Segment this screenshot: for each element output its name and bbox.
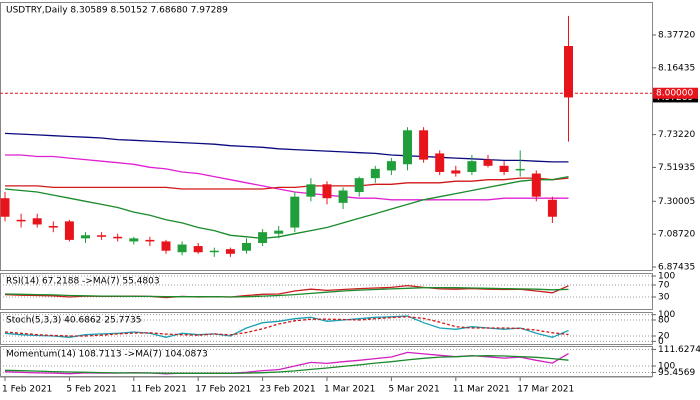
y-tick-label: 8.37720 <box>658 31 695 41</box>
candle-body <box>306 184 316 197</box>
panel-title: USDTRY,Daily 8.30589 8.50152 7.68680 7.9… <box>6 6 228 16</box>
candle-body <box>354 178 364 193</box>
y-tick-label: 7.51935 <box>658 163 695 173</box>
panel-frame <box>0 2 653 271</box>
candle-body <box>338 190 348 203</box>
indicator-line <box>5 154 569 201</box>
y-tick-label: 100 <box>658 272 675 282</box>
indicator-line <box>4 132 569 163</box>
candle-body <box>113 236 123 239</box>
candle-body <box>499 165 509 172</box>
indicator-line <box>4 316 569 337</box>
x-tick-label: 5 Feb 2021 <box>66 385 116 395</box>
x-tick-label: 17 Feb 2021 <box>195 385 251 395</box>
y-tick-label: 20 <box>658 332 670 342</box>
candle-body <box>16 219 26 222</box>
y-tick-label: 100 <box>658 310 675 320</box>
candle-body <box>177 244 187 253</box>
candle-body <box>209 250 219 253</box>
candle-body <box>193 246 203 253</box>
y-tick-label: 8.16435 <box>658 63 695 73</box>
indicator-line <box>4 355 569 374</box>
y-tick-label: 7.73220 <box>658 130 695 140</box>
panel-title: Momentum(14) 108.7113 ->MA(7) 104.0873 <box>6 350 208 360</box>
panel-title: Stoch(5,3,3) 40.6862 25.7735 <box>6 316 141 326</box>
x-tick-label: 17 Mar 2021 <box>517 385 574 395</box>
candle-body <box>81 235 90 239</box>
y-tick-label: 111.6274 <box>658 345 700 355</box>
candle-body <box>161 241 171 251</box>
candle-body <box>564 46 573 98</box>
candle-body <box>290 196 300 228</box>
candle-body <box>370 168 380 179</box>
candle-body <box>467 161 477 172</box>
x-tick-label: 1 Feb 2021 <box>2 385 52 395</box>
candle-body <box>242 242 251 251</box>
x-tick-label: 11 Mar 2021 <box>453 385 510 395</box>
reference-label: 8.00000 <box>656 89 693 99</box>
indicator-line <box>5 177 569 190</box>
panel-title: RSI(14) 67.2188 ->MA(7) 55.4803 <box>6 277 160 287</box>
panel-frame <box>0 273 653 310</box>
y-tick-label: 7.30005 <box>658 197 695 207</box>
candle-body <box>531 173 541 197</box>
y-tick-label: 6.87435 <box>658 263 695 273</box>
indicator-line <box>4 287 569 298</box>
candle-body <box>435 153 445 172</box>
candle-body <box>258 232 268 243</box>
y-tick-label: 80 <box>658 316 670 326</box>
y-tick-label: 95.4569 <box>658 368 695 378</box>
y-tick-label: 70 <box>658 281 670 291</box>
candle-body <box>515 168 525 171</box>
candle-body <box>451 170 461 174</box>
candle-body <box>322 184 332 199</box>
candle-body <box>0 198 10 217</box>
candle-body <box>419 130 429 160</box>
candle-body <box>64 221 74 240</box>
candle-body <box>386 161 396 171</box>
y-tick-label: 100 <box>658 362 675 372</box>
candle-body <box>129 238 139 242</box>
reference-label-box <box>653 87 698 99</box>
candle-body <box>403 130 412 165</box>
x-tick-label: 11 Feb 2021 <box>131 385 187 395</box>
indicator-line <box>4 315 569 338</box>
candle-body <box>483 159 493 166</box>
x-tick-label: 1 Mar 2021 <box>324 385 375 395</box>
candle-body <box>32 218 42 225</box>
x-tick-label: 23 Feb 2021 <box>260 385 316 395</box>
candle-body <box>274 230 284 234</box>
candle-body <box>145 239 155 242</box>
y-tick-label: 7.08720 <box>658 230 695 240</box>
panel-frame <box>0 312 653 345</box>
candle-body <box>225 249 235 254</box>
y-tick-label: 30 <box>658 293 670 303</box>
candle-body <box>97 235 107 237</box>
y-tick-label: 0 <box>658 337 664 347</box>
indicator-line <box>4 175 569 240</box>
candle-body <box>48 226 58 228</box>
candle-body <box>547 199 557 217</box>
x-tick-label: 5 Mar 2021 <box>388 385 439 395</box>
